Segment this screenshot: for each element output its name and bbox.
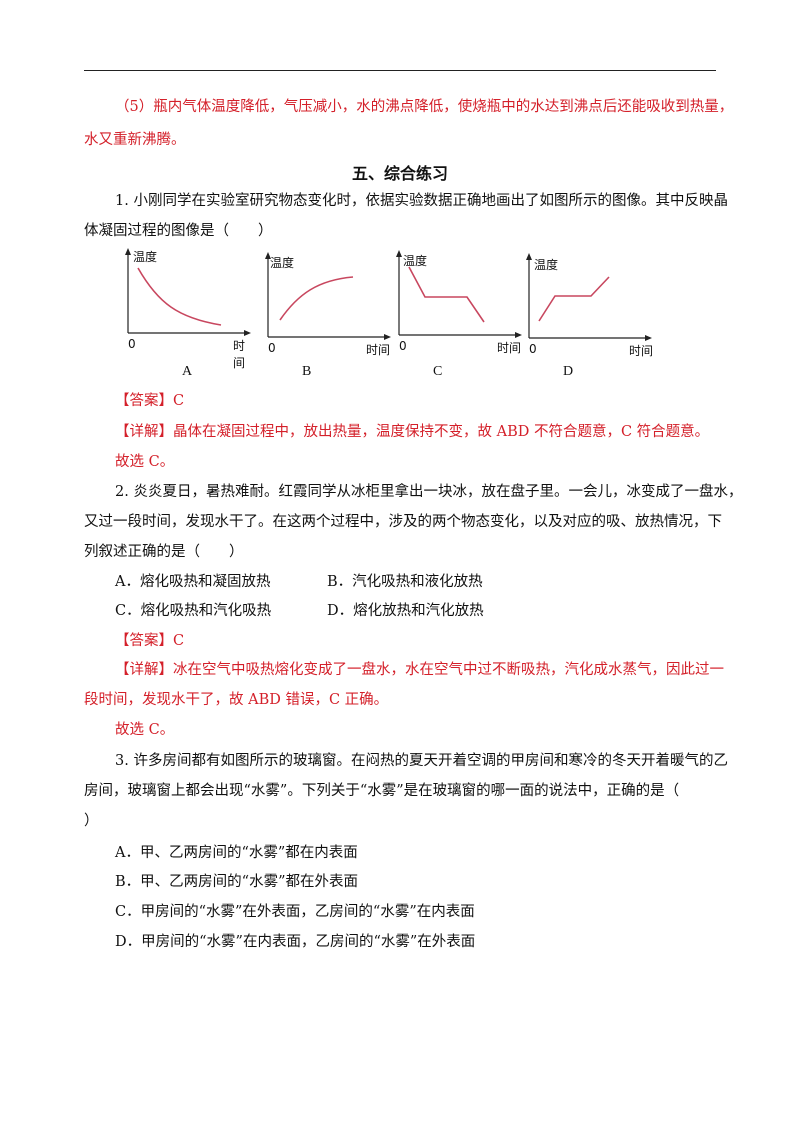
q2-detail-tag: 【详解】 [115,662,173,678]
graph-d-caption: D [563,364,574,379]
graph-c-curve [408,266,485,323]
q2-answer: 【答案】C [115,631,184,651]
q3-option-c: C．甲房间的“水雾”在外表面，乙房间的“水雾”在内表面 [115,904,475,920]
q1-conclusion: 故选 C。 [115,454,175,470]
q2-option-b: B．汽化吸热和液化放热 [327,574,483,590]
graph-c-x-arrow [515,332,522,338]
q1-detail-text: 晶体在凝固过程中，放出热量，温度保持不变，故 ABD 不符合题意，C 符合题意。 [173,424,710,440]
graph-d-y-arrow [526,253,532,260]
q3-line-1: 3. 许多房间都有如图所示的玻璃窗。在闷热的夏天开着空调的甲房间和寒冷的冬天开着… [115,753,728,769]
graph-a-caption: A [182,364,193,379]
graph-a-y-arrow [125,248,131,255]
graph-d-origin: 0 [529,342,537,356]
graph-c-y-arrow [396,250,402,257]
q2-line-2: 又过一段时间，发现水干了。在这两个过程中，涉及的两个物态变化，以及对应的吸、放热… [84,514,722,530]
q3-option-a: A．甲、乙两房间的“水雾”都在内表面 [115,845,358,861]
graph-c-y-label: 温度 [403,254,428,268]
graph-b: 温度 0 时间 [258,252,393,357]
graph-b-caption: B [302,364,312,379]
q2-option-c: C．熔化吸热和汽化吸热 [115,603,272,619]
q3-option-b: B．甲、乙两房间的“水雾”都在外表面 [115,874,358,890]
q3-line-2: 房间，玻璃窗上都会出现“水雾”。下列关于“水雾”是在玻璃窗的哪一面的说法中，正确… [84,783,680,799]
q2-line-1: 2. 炎炎夏日，暑热难耐。红霞同学从冰柜里拿出一块冰，放在盘子里。一会儿，冰变成… [115,484,743,500]
graph-a-y-label: 温度 [133,250,158,264]
q1-line-1: 1. 小刚同学在实验室研究物态变化时，依据实验数据正确地画出了如图所示的图像。其… [115,193,728,209]
q1-detail-tag: 【详解】 [115,424,173,440]
graph-d-svg [526,253,652,341]
section-title: 五、综合练习 [351,164,448,183]
graph-b-origin: 0 [268,341,276,355]
q2-line-3: 列叙述正确的是（ ） [84,544,244,560]
header-rule [84,70,716,71]
graph-d-x-label: 时间 [629,344,654,358]
graph-b-y-arrow [265,252,271,259]
graph-c-svg [396,250,522,338]
q2-detail-line-1: 【详解】冰在空气中吸热熔化变成了一盘水，水在空气中过不断吸热，汽化成水蒸气，因此… [115,660,724,680]
graph-b-x-label: 时间 [366,343,391,357]
graph-d-x-arrow [645,335,652,341]
q2-option-d: D．熔化放热和汽化放热 [327,603,484,619]
q3-line-3: ） [84,813,99,829]
graph-c-x-label: 时间 [497,341,522,355]
q2-answer-value: C [173,633,185,649]
graph-a-svg [125,248,251,336]
graph-b-y-label: 温度 [270,256,295,270]
q1-answer: 【答案】C [115,391,184,411]
graph-a-x-label: 时间 [233,339,246,370]
prev-answer-line-2: 水又重新沸腾。 [84,132,186,148]
graph-a: 温度 0 时间 [118,248,253,370]
prev-answer-line-1: （5）瓶内气体温度降低，气压减小，水的沸点降低，使烧瓶中的水达到沸点后还能吸收到… [115,99,734,115]
graph-b-svg [265,252,391,340]
graph-a-x-arrow [244,330,251,336]
graph-b-x-arrow [384,334,391,340]
q1-answer-value: C [173,393,185,409]
q1-line-2: 体凝固过程的图像是（ ） [84,223,273,239]
q2-detail-line-2: 段时间，发现水干了，故 ABD 错误，C 正确。 [84,692,389,708]
graph-d-curve [538,276,610,322]
q2-conclusion: 故选 C。 [115,722,175,738]
q3-option-d: D．甲房间的“水雾”在内表面，乙房间的“水雾”在外表面 [115,934,476,950]
q2-detail-text-1: 冰在空气中吸热熔化变成了一盘水，水在空气中过不断吸热，汽化成水蒸气，因此过一 [173,662,724,678]
graph-a-curve [137,267,222,326]
graph-c-caption: C [433,364,443,379]
graph-d: 温度 0 时间 [519,253,654,358]
graph-d-y-label: 温度 [534,258,559,272]
q2-option-a: A．熔化吸热和凝固放热 [115,574,271,590]
graph-a-origin: 0 [128,337,136,351]
graph-c: 温度 0 时间 [389,250,524,355]
q2-answer-tag: 【答案】 [115,633,173,649]
q1-detail: 【详解】晶体在凝固过程中，放出热量，温度保持不变，故 ABD 不符合题意，C 符… [115,422,709,442]
q1-answer-tag: 【答案】 [115,393,173,409]
graph-c-origin: 0 [399,339,407,353]
graph-b-curve [279,276,354,321]
